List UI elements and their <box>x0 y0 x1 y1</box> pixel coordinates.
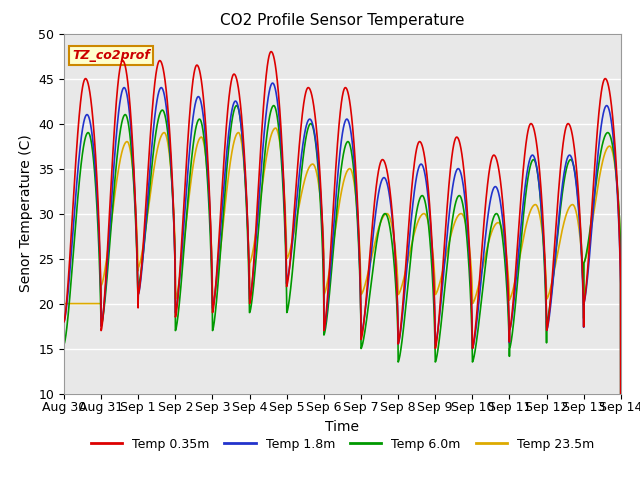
X-axis label: Time: Time <box>325 420 360 434</box>
Legend: Temp 0.35m, Temp 1.8m, Temp 6.0m, Temp 23.5m: Temp 0.35m, Temp 1.8m, Temp 6.0m, Temp 2… <box>86 433 599 456</box>
Text: TZ_co2prof: TZ_co2prof <box>72 49 150 62</box>
Y-axis label: Senor Temperature (C): Senor Temperature (C) <box>19 135 33 292</box>
Title: CO2 Profile Sensor Temperature: CO2 Profile Sensor Temperature <box>220 13 465 28</box>
